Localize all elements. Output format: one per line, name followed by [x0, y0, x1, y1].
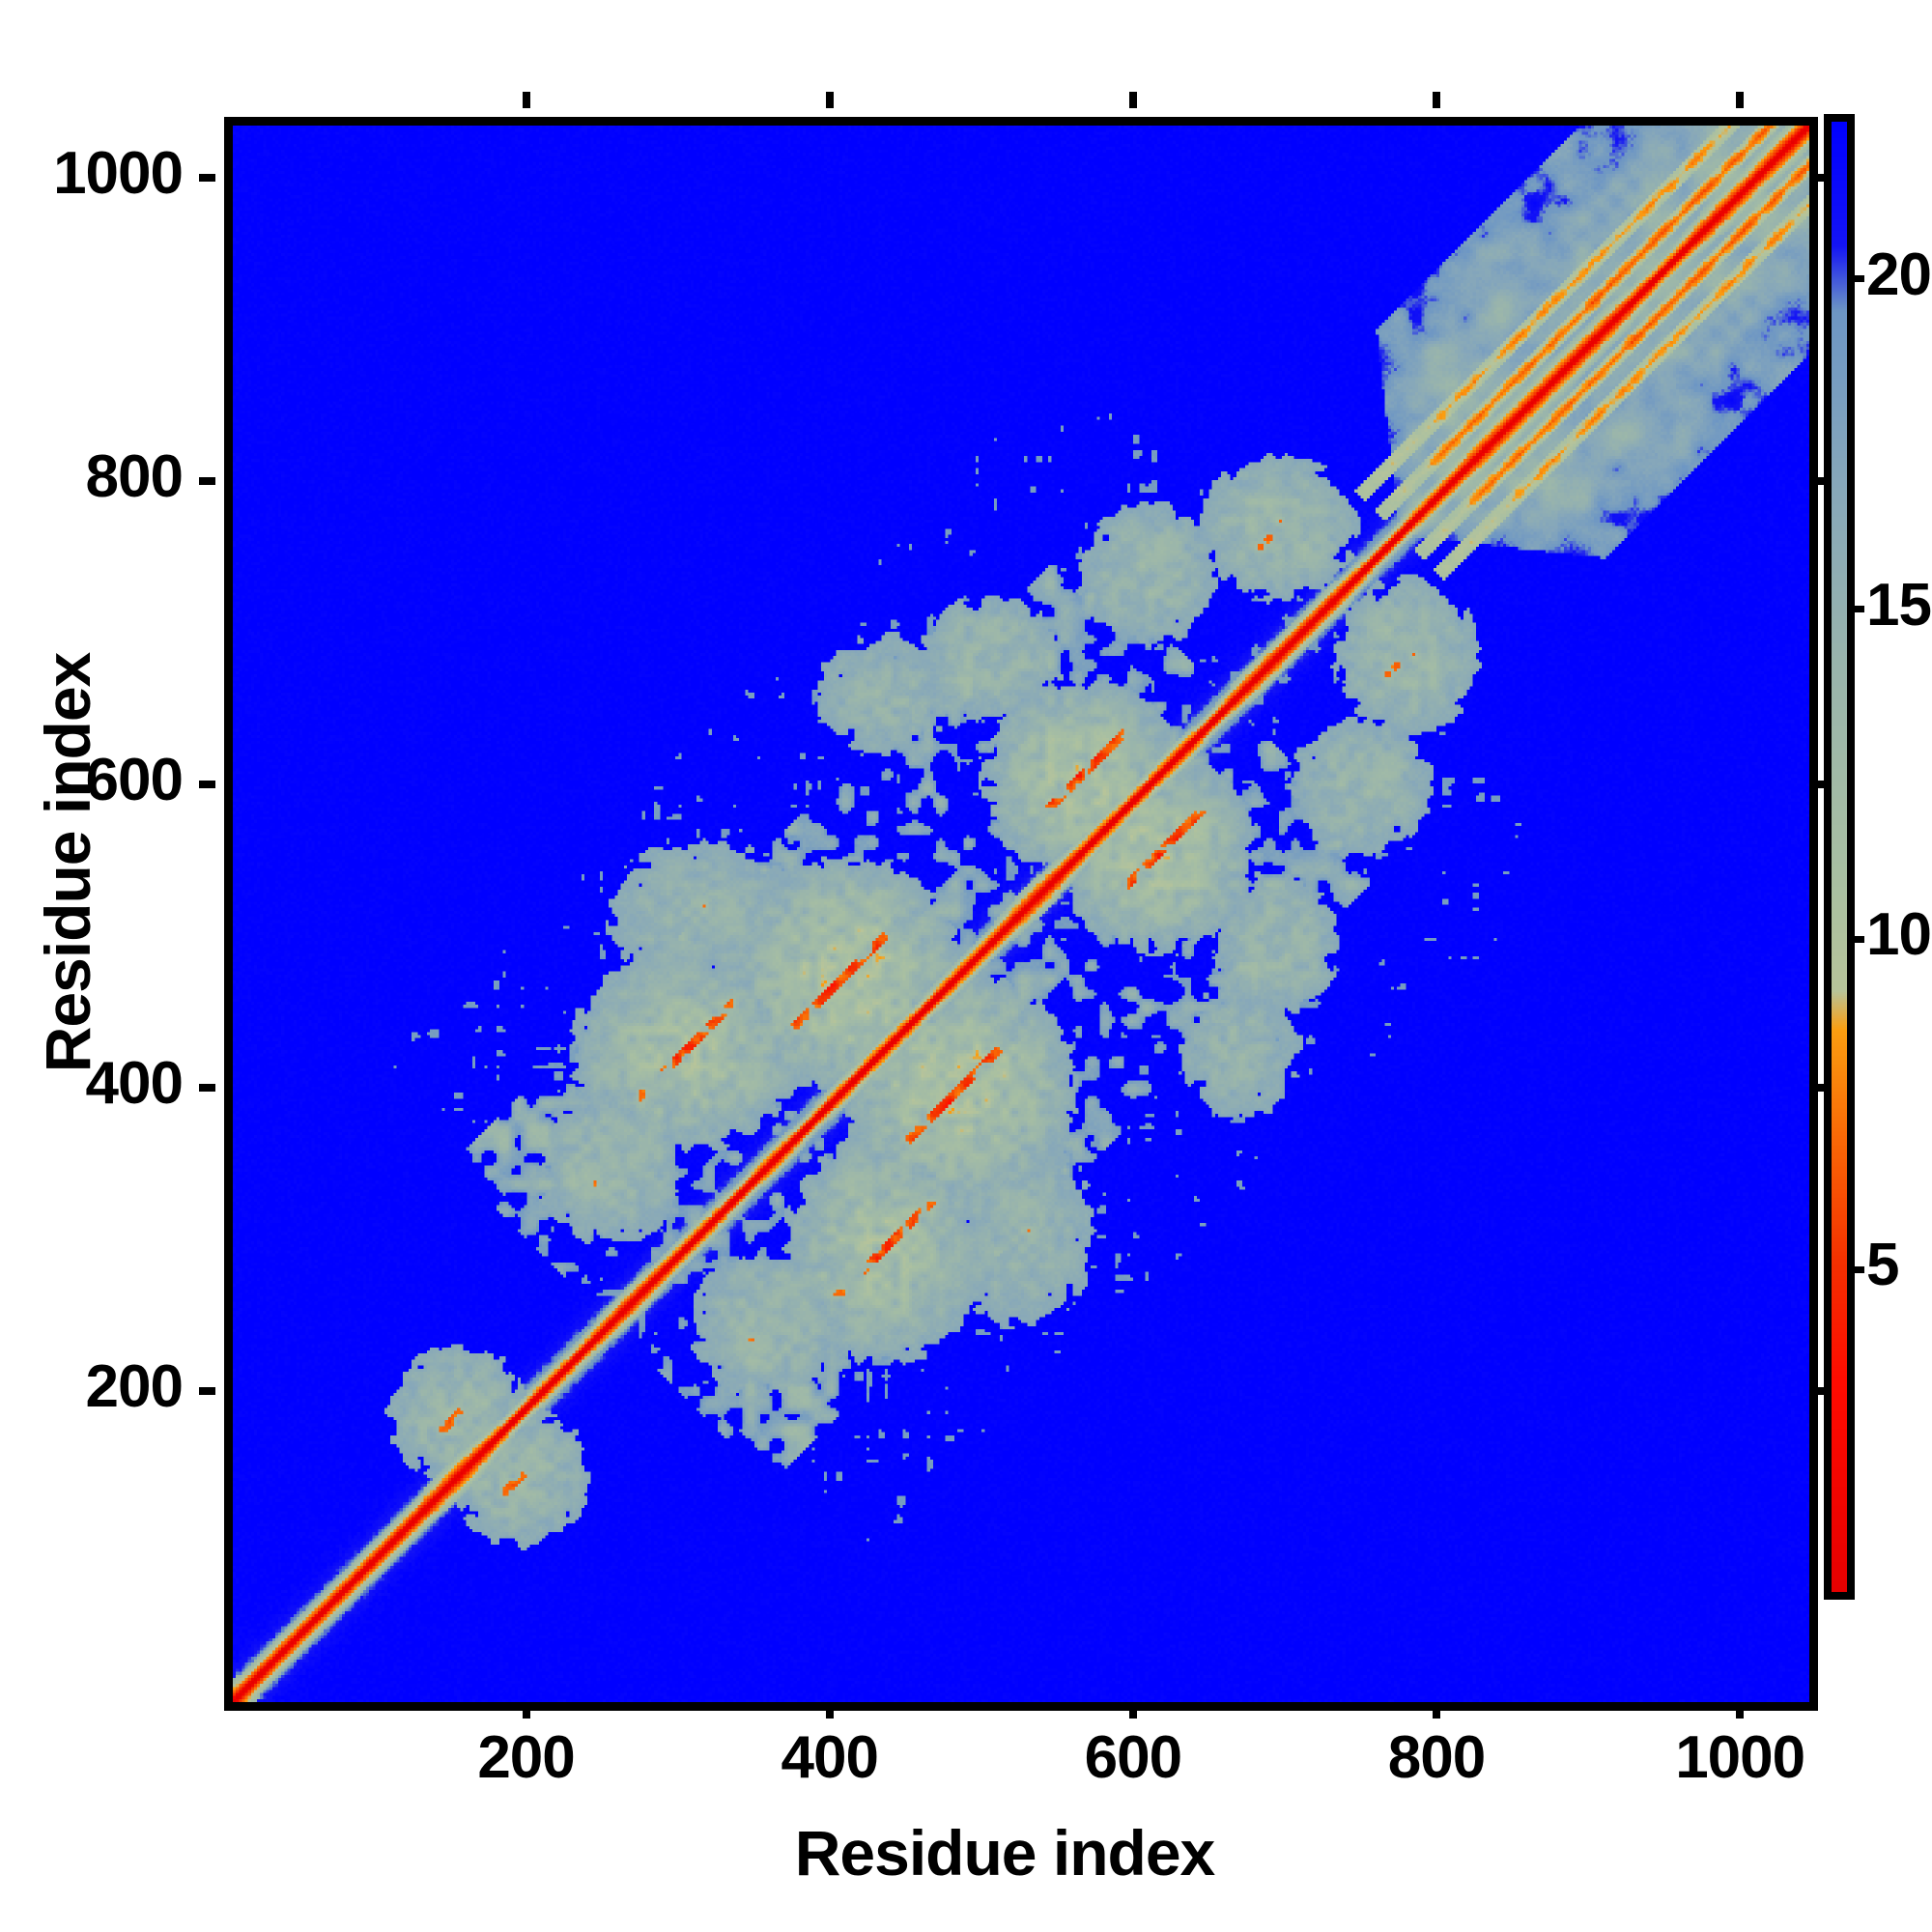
y-tick-left-800 [199, 476, 215, 485]
y-tick-right-600 [1809, 781, 1826, 789]
y-axis-title: Residue index [32, 652, 103, 1073]
y-tick-label-1000: 1000 [53, 139, 184, 207]
y-tick-left-600 [199, 781, 215, 789]
x-tick-label-1000: 1000 [1675, 1724, 1805, 1791]
y-tick-label-200: 200 [85, 1353, 184, 1421]
colorbar-label-20: 20 [1866, 241, 1932, 308]
y-tick-label-800: 800 [85, 442, 184, 510]
x-tick-top-1000 [1736, 92, 1745, 108]
colorbar-label-10: 10 [1866, 901, 1932, 969]
colorbar-tick-10 [1851, 935, 1864, 943]
colorbar-label-15: 15 [1866, 571, 1932, 639]
x-tick-top-800 [1433, 92, 1441, 108]
colorbar-tick-15 [1851, 606, 1864, 613]
y-tick-right-200 [1809, 1387, 1826, 1396]
colorbar-gradient [1832, 122, 1847, 1592]
y-tick-right-1000 [1809, 173, 1826, 182]
x-tick-label-800: 800 [1387, 1724, 1486, 1791]
y-tick-right-800 [1809, 476, 1826, 485]
y-tick-label-400: 400 [85, 1050, 184, 1118]
x-tick-bottom-800 [1433, 1702, 1441, 1719]
x-tick-bottom-1000 [1736, 1702, 1745, 1719]
x-tick-label-200: 200 [477, 1724, 575, 1791]
x-tick-bottom-600 [1128, 1702, 1137, 1719]
x-axis-title: Residue index [0, 1816, 1932, 1889]
colorbar-label-5: 5 [1866, 1232, 1899, 1299]
y-tick-left-1000 [199, 173, 215, 182]
colorbar-tick-20 [1851, 275, 1864, 283]
y-tick-left-200 [199, 1387, 215, 1396]
x-tick-top-400 [825, 92, 834, 108]
colorbar-tick-5 [1851, 1265, 1864, 1273]
x-tick-top-200 [522, 92, 530, 108]
x-tick-bottom-200 [522, 1702, 530, 1719]
x-tick-bottom-400 [825, 1702, 834, 1719]
heatmap-plot-area [224, 117, 1818, 1711]
x-tick-label-400: 400 [781, 1724, 878, 1791]
x-tick-label-600: 600 [1084, 1724, 1182, 1791]
x-tick-top-600 [1128, 92, 1137, 108]
distance-map-canvas [233, 126, 1809, 1702]
colorbar [1824, 114, 1855, 1600]
x-axis-title-text: Residue index [794, 1817, 1215, 1889]
y-tick-right-400 [1809, 1084, 1826, 1093]
y-tick-left-400 [199, 1084, 215, 1093]
y-tick-label-600: 600 [85, 747, 184, 814]
